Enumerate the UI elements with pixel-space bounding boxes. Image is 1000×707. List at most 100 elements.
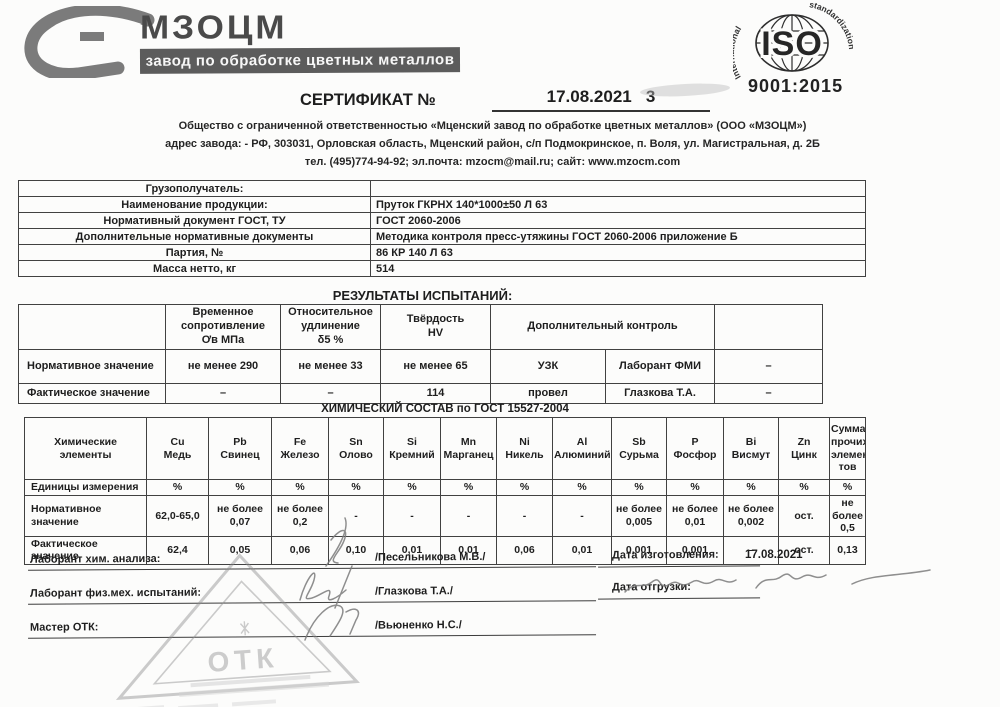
signer-name: /Вьюненко Н.С./ [374, 619, 462, 632]
cell: УЗК [490, 349, 606, 384]
cell: 0,01 [383, 535, 441, 565]
svg-text:ISO: ISO [761, 25, 823, 63]
chemical-composition-table: Химические элементы Cu Медь Pb Свинец Fe… [24, 417, 866, 565]
cell: % [496, 479, 553, 496]
cell: - [440, 495, 497, 537]
cell: – [714, 349, 823, 384]
table-row: Нормативное значение 62,0-65,0 не более … [24, 495, 866, 537]
cell: % [328, 479, 384, 496]
cell: % [440, 479, 497, 496]
cell: Глазкова Т.А. [605, 383, 715, 404]
col-header-sn: Sn Олово [328, 417, 384, 480]
info-label: Наименование продукции: [18, 196, 371, 213]
table-row: Дополнительные нормативные документы Мет… [18, 228, 866, 245]
cell: не более 0,2 [271, 495, 329, 537]
date-label: Дата отгрузки: [611, 580, 691, 594]
cell: % [723, 479, 779, 496]
cell: 0,06 [496, 535, 553, 565]
cell: % [383, 479, 441, 496]
cell: не более 0,5 [829, 495, 866, 537]
iso-arc-left-text: International [733, 24, 743, 81]
row-label: Нормативное значение [18, 349, 166, 384]
cell: не более 0,01 [666, 495, 724, 537]
company-contacts-line: тел. (495)774-94-92; эл.почта: mzocm@mai… [304, 156, 681, 168]
chem-section-heading: ХИМИЧЕСКИЙ СОСТАВ по ГОСТ 15527-2004 [321, 403, 569, 415]
svg-text:International: International [733, 24, 743, 81]
cell: % [611, 479, 667, 496]
cell: не менее 33 [280, 349, 381, 384]
pencil-smudge-mark [640, 83, 730, 97]
col-header-si: Si Кремний [383, 417, 441, 480]
cell: % [552, 479, 612, 496]
table-row: Грузополучатель: [18, 180, 866, 197]
company-name-line: Общество с ограниченной ответственностью… [178, 120, 807, 132]
cell: не менее 290 [165, 349, 281, 384]
info-value: Пруток ГКРНХ 140*1000±50 Л 63 [370, 196, 866, 213]
cell: % [829, 479, 866, 496]
signature-row-otk-master: Мастер ОТК: /Вьюненко Н.С./ [27, 617, 597, 639]
info-label: Дополнительные нормативные документы [18, 228, 371, 245]
product-info-table: Грузополучатель: Наименование продукции:… [18, 180, 866, 277]
cell: – [723, 535, 779, 565]
cell: 0,01 [440, 535, 497, 565]
results-section-heading: РЕЗУЛЬТАТЫ ИСПЫТАНИЙ: [332, 288, 513, 303]
cell: 0,01 [552, 535, 612, 565]
cell: - [496, 495, 553, 537]
cell: – [165, 383, 281, 404]
date-made-value: 17.08.2021 [745, 549, 803, 561]
cell: не более 0,002 [723, 495, 779, 537]
cell: ост. [778, 535, 830, 565]
table-row: Единицы измерения % % % % % % % % % % % … [24, 479, 866, 496]
date-made-row: Дата изготовления: [597, 547, 761, 568]
date-label: Дата изготовления: [611, 548, 719, 562]
cell: ост. [778, 495, 830, 537]
cell: 114 [380, 383, 491, 404]
certificate-number: 17.08.2021 3 [492, 87, 710, 112]
col-header-bi: Bi Висмут [723, 417, 779, 480]
certificate-title: СЕРТИФИКАТ № [300, 91, 436, 109]
row-label: Фактическое значение [18, 383, 166, 404]
table-header-row: Химические элементы Cu Медь Pb Свинец Fe… [24, 417, 866, 480]
col-header-fe: Fe Железо [271, 417, 329, 480]
row-label: Нормативное значение [24, 495, 147, 537]
col-header-tensile: Временное сопротивление Ơв МПа [165, 304, 281, 350]
cell: 0,001 [611, 535, 667, 565]
iso-standard-label: 9001:2015 [748, 76, 844, 96]
info-label: Масса нетто, кг [18, 260, 371, 277]
signature-row-phys-mech-analyst: Лаборант физ.мех. испытаний: /Глазкова Т… [27, 583, 597, 605]
row-label: Фактическое значение [24, 535, 147, 565]
cell: 62,4 [146, 535, 209, 565]
info-label: Грузополучатель: [18, 180, 371, 197]
results-corner-cell [18, 304, 166, 350]
col-header-additional-control: Дополнительный контроль [490, 304, 715, 350]
mzocm-logo-swoosh-icon [24, 6, 155, 78]
cell: Лаборант ФМИ [605, 349, 715, 384]
col-header-pb: Pb Свинец [208, 417, 272, 480]
cell: 0,05 [208, 535, 272, 565]
cell: – [714, 383, 823, 404]
info-value: ГОСТ 2060-2006 [370, 212, 866, 229]
cell: % [146, 479, 209, 496]
col-header-p: P Фосфор [666, 417, 724, 480]
cell: 62,0-65,0 [146, 495, 209, 537]
col-header-hardness: Твёрдость HV [380, 304, 491, 350]
table-header-row: Временное сопротивление Ơв МПа Относител… [18, 304, 823, 350]
info-value: 86 КР 140 Л 63 [370, 244, 866, 261]
col-header-mn: Mn Марганец [440, 417, 497, 480]
cell: не менее 65 [380, 349, 491, 384]
col-header-elongation: Относительное удлинение δ5 % [280, 304, 381, 350]
col-header-empty [714, 304, 823, 350]
cell: % [666, 479, 724, 496]
table-row: Партия, № 86 КР 140 Л 63 [18, 244, 866, 261]
info-value [370, 180, 866, 197]
cell: 0,06 [271, 535, 329, 565]
company-info: Общество с ограниченной ответственностью… [70, 117, 915, 171]
cell: 0,001 [666, 535, 724, 565]
col-header-ni: Ni Никель [496, 417, 553, 480]
cell: 0,13 [829, 535, 866, 565]
info-label: Нормативный документ ГОСТ, ТУ [18, 212, 371, 229]
signer-name: /Глазкова Т.А./ [374, 585, 453, 598]
col-header-sum: Сумма прочих элемен- тов [829, 417, 866, 480]
signature-row-chem-analyst: Лаборант хим. анализа: /Песельникова М.В… [27, 549, 597, 571]
